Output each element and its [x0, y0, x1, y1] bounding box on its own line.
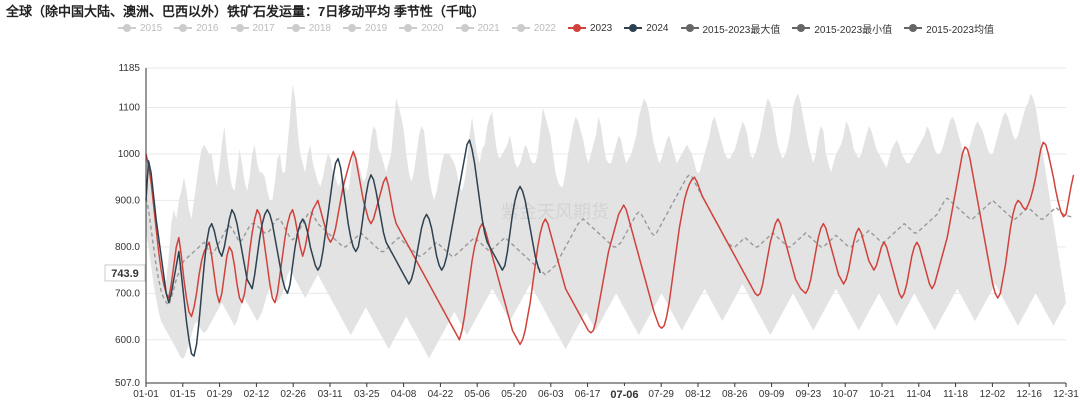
- x-tick-label: 08-26: [722, 389, 748, 400]
- x-tick-label: 03-25: [354, 389, 380, 400]
- legend-item-2024[interactable]: 2024: [624, 22, 669, 34]
- x-tick-label: 05-20: [501, 389, 527, 400]
- y-cursor-label-bg: [104, 264, 146, 282]
- x-tick-label: 10-21: [869, 389, 895, 400]
- x-tick-label: 02-26: [280, 389, 306, 400]
- x-tick-label: 12-02: [980, 389, 1006, 400]
- x-tick-label: 01-29: [207, 389, 233, 400]
- legend-swatch: [568, 23, 586, 33]
- axes: 507.0 600.0 700.0 800.0 900.0 1000 1100 1185 01-…: [104, 63, 1079, 401]
- chart-title: 全球（除中国大陆、澳洲、巴西以外）铁矿石发运量：7日移动平均 季节性（千吨）: [6, 4, 485, 19]
- legend-label: 2018: [308, 22, 331, 34]
- series-line-2015-2023均值: [145, 174, 1074, 306]
- legend-item-2018[interactable]: 2018: [286, 22, 331, 34]
- series-line-2023: [145, 141, 1075, 346]
- legend-item-2015-2023最小值[interactable]: 2015-2023最小值: [792, 21, 892, 36]
- legend-swatch: [624, 23, 643, 33]
- x-tick-label: 06-03: [538, 389, 564, 400]
- max-min-band: [146, 84, 1066, 359]
- legend-swatch: [511, 23, 530, 33]
- y-cursor-label: 743.9: [111, 268, 139, 280]
- x-tick-label: 01-01: [133, 389, 159, 400]
- legend-label: 2020: [421, 22, 444, 34]
- legend-swatch: [118, 23, 136, 33]
- legend-item-2021[interactable]: 2021: [455, 22, 500, 34]
- legend-label: 2024: [646, 22, 669, 34]
- x-tick-label: 04-08: [391, 389, 417, 400]
- legend-swatch: [792, 23, 811, 33]
- y-tick-label: 600.0: [115, 335, 140, 346]
- y-tick-label: 800.0: [115, 242, 140, 253]
- x-tick-label: 04-22: [428, 389, 454, 400]
- x-cursor-label: 07-06: [610, 389, 638, 401]
- legend-swatch: [230, 23, 249, 33]
- legend-label: 2015-2023最大值: [702, 24, 781, 36]
- x-tick-label: 09-09: [759, 389, 785, 400]
- legend-item-2022[interactable]: 2022: [511, 22, 556, 34]
- x-tick-label: 02-12: [244, 389, 270, 400]
- series-lines: [145, 139, 1075, 357]
- y-tick-label: 900.0: [115, 195, 140, 206]
- legend-swatch: [399, 23, 418, 33]
- legend-label: 2021: [477, 22, 500, 34]
- y-tick-label: 507.0: [115, 378, 140, 389]
- x-tick-label: 03-11: [318, 389, 343, 400]
- legend-label: 2015-2023均值: [926, 24, 994, 36]
- legend-label: 2022: [533, 22, 556, 34]
- legend-swatch: [455, 23, 474, 33]
- legend-item-2019[interactable]: 2019: [343, 23, 387, 34]
- legend-item-2016[interactable]: 2016: [174, 22, 219, 34]
- x-tick-label: 12-16: [1016, 389, 1042, 400]
- chart-legend: 2015 2016 2017 2018 2019 2020 2021 2022 2023 2024…: [118, 20, 1006, 36]
- legend-label: 2017: [252, 22, 275, 34]
- legend-swatch: [904, 23, 923, 33]
- x-tick-label: 11-04: [906, 389, 931, 400]
- watermark-text: 紫金天风期货: [501, 202, 609, 222]
- legend-swatch: [286, 23, 305, 33]
- x-tick-label: 12-31: [1053, 389, 1079, 400]
- y-tick-label: 1000: [118, 149, 141, 160]
- legend-label: 2015: [140, 22, 163, 34]
- legend-swatch: [680, 23, 699, 33]
- x-tick-label: 08-12: [685, 389, 711, 400]
- x-tick-label: 11-18: [943, 389, 968, 400]
- legend-item-2015-2023最大值[interactable]: 2015-2023最大值: [680, 21, 781, 36]
- y-tick-label: 1100: [118, 102, 140, 113]
- max-min-band-area: [146, 84, 1066, 359]
- legend-item-2015[interactable]: 2015: [118, 23, 162, 34]
- legend-item-2015-2023均值[interactable]: 2015-2023均值: [904, 21, 994, 36]
- legend-item-2017[interactable]: 2017: [230, 22, 275, 34]
- legend-label: 2015-2023最小值: [814, 24, 893, 36]
- legend-item-2020[interactable]: 2020: [399, 22, 444, 34]
- legend-item-2023[interactable]: 2023: [568, 23, 612, 34]
- x-tick-label: 05-06: [464, 389, 490, 400]
- x-tick-label: 10-07: [832, 389, 858, 400]
- legend-swatch: [343, 23, 361, 33]
- legend-swatch: [174, 23, 193, 33]
- x-cursor-label-bg: [605, 386, 644, 401]
- x-tick-label: 06-17: [575, 389, 601, 400]
- x-tick-label: 09-23: [796, 389, 822, 400]
- legend-label: 2016: [196, 22, 219, 34]
- y-tick-label: 700.0: [115, 288, 140, 299]
- legend-label: 2019: [365, 22, 388, 34]
- legend-label: 2023: [590, 22, 613, 34]
- x-tick-label: 01-15: [170, 389, 196, 400]
- series-line-2024: [145, 139, 541, 357]
- x-tick-label: 07-29: [648, 389, 674, 400]
- y-tick-label: 1185: [118, 63, 140, 74]
